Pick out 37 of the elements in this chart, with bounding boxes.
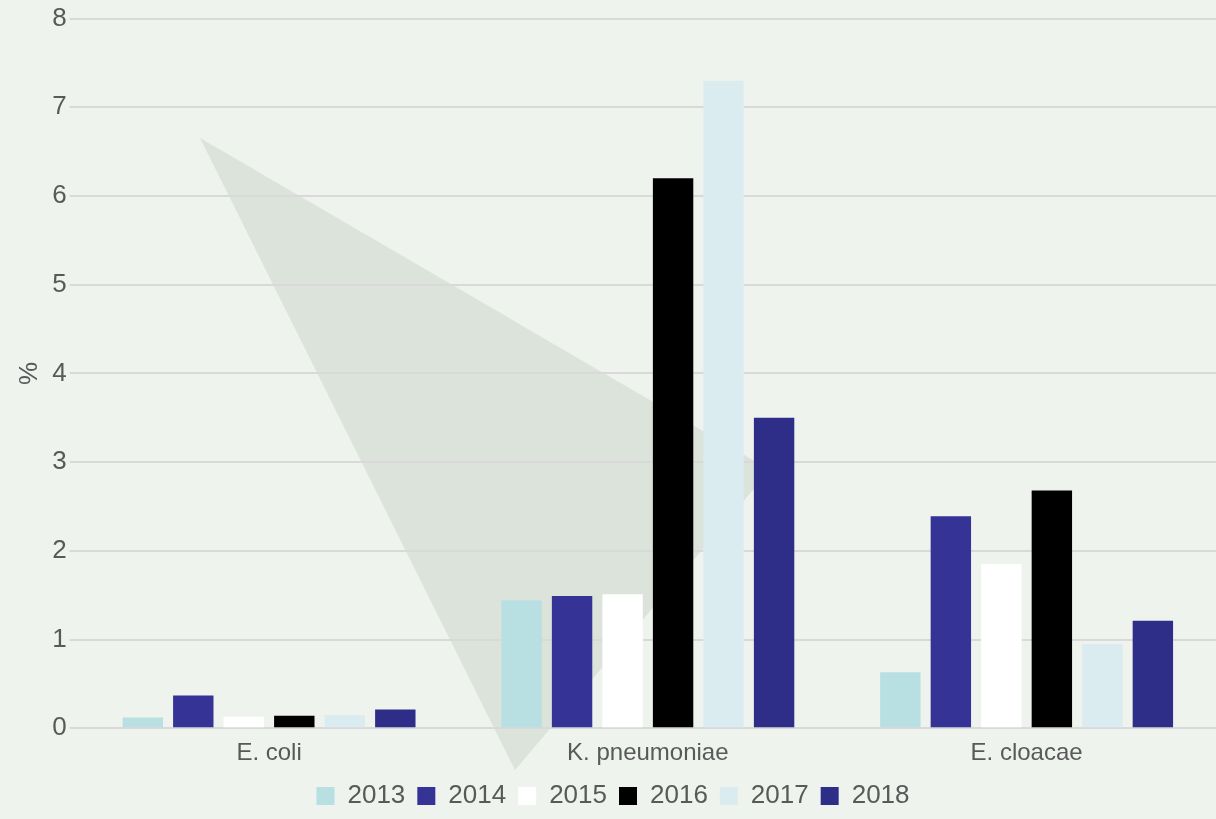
y-tick-label: 3 [52, 445, 67, 476]
x-tick-label: E. cloacae [970, 738, 1083, 766]
bar [880, 672, 921, 728]
bar [930, 516, 972, 728]
bar [1031, 490, 1073, 728]
y-axis-title: % [12, 361, 43, 385]
bar [703, 80, 744, 728]
y-tick-label: 8 [52, 1, 67, 32]
y-tick-label: 6 [52, 179, 67, 210]
x-tick-label: E. coli [236, 738, 302, 766]
y-tick-label: 1 [52, 622, 67, 653]
legend-label: 2013 [347, 779, 406, 810]
bar [274, 715, 315, 728]
bar [122, 717, 163, 728]
legend-label: 2017 [750, 779, 809, 810]
bar [501, 600, 542, 728]
bar [1132, 620, 1174, 728]
y-tick-label: 4 [52, 356, 67, 387]
legend-label: 2014 [448, 779, 507, 810]
bar [173, 695, 214, 728]
bar [375, 709, 416, 728]
bar [753, 417, 795, 728]
y-tick-label: 5 [52, 267, 67, 298]
y-tick-label: 2 [52, 533, 67, 564]
bar [551, 596, 593, 728]
bar [981, 564, 1022, 728]
bar [223, 716, 264, 728]
bar [602, 594, 643, 728]
legend-label: 2018 [851, 779, 910, 810]
y-tick-label: 0 [52, 711, 67, 742]
bar [1082, 643, 1123, 728]
x-tick-label: K. pneumoniae [567, 738, 729, 766]
y-tick-label: 7 [52, 90, 67, 121]
legend-label: 2016 [650, 779, 708, 810]
bar [652, 178, 694, 728]
legend-label: 2015 [549, 779, 607, 810]
bar [324, 714, 366, 728]
